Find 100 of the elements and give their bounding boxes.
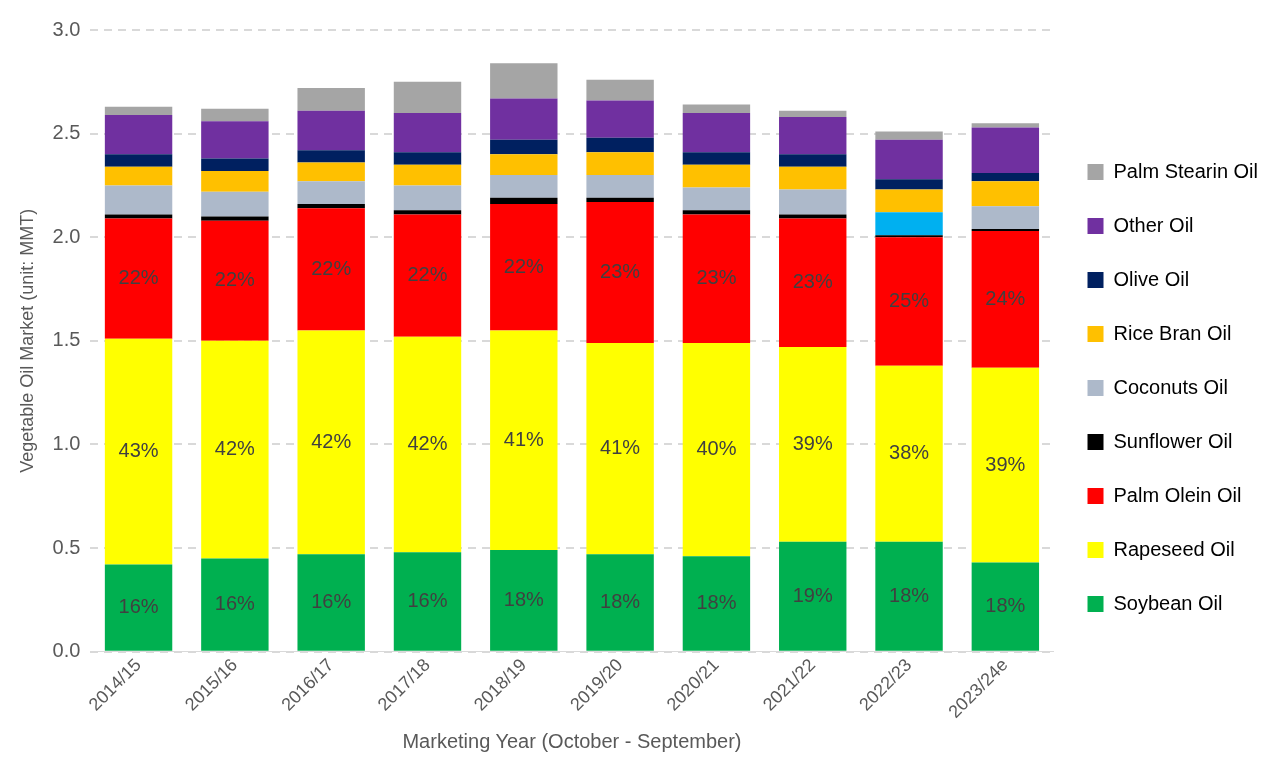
- annotation: 16%: [407, 588, 448, 611]
- bar: [297, 110, 365, 151]
- bar: [201, 340, 269, 559]
- bar: [490, 197, 558, 205]
- y-tick-label: 3.0: [52, 17, 81, 40]
- legend-label: Sunflower Oil: [1113, 429, 1233, 452]
- bar: [104, 185, 173, 215]
- legend-label: Palm Olein Oil: [1113, 483, 1242, 506]
- legend-label: Rapeseed Oil: [1113, 537, 1235, 560]
- x-axis-title: Marketing Year (October - September): [402, 729, 742, 752]
- bar: [297, 330, 365, 555]
- bar: [393, 185, 462, 211]
- y-tick-label: 0.0: [52, 639, 81, 662]
- legend-label: Soybean Oil: [1113, 591, 1223, 614]
- bar: [779, 154, 847, 167]
- bar: [297, 150, 365, 163]
- annotation: 42%: [214, 437, 256, 460]
- y-axis-title: Vegetable Oil Market (unit: MMT): [16, 208, 37, 473]
- bar: [682, 342, 751, 557]
- bar: [393, 164, 462, 186]
- bar: [104, 564, 173, 651]
- bar: [971, 172, 1040, 182]
- bar: [104, 154, 173, 167]
- bar: [586, 175, 654, 198]
- bar: [586, 137, 654, 153]
- bar: [875, 189, 943, 213]
- bar: [104, 214, 173, 219]
- annotation: 38%: [889, 441, 930, 464]
- legend-label: Coconuts Oil: [1113, 375, 1229, 398]
- annotation: 40%: [696, 437, 737, 460]
- bar: [104, 338, 173, 565]
- bar: [875, 212, 943, 236]
- bar: [297, 554, 365, 651]
- legend-label: Olive Oil: [1113, 267, 1190, 290]
- y-tick-label: 2.5: [52, 121, 81, 144]
- bar: [875, 235, 943, 238]
- annotation: 43%: [118, 439, 159, 462]
- annotation: 23%: [696, 266, 737, 289]
- bar: [490, 139, 558, 155]
- bar: [779, 347, 847, 542]
- legend-label: Rice Bran Oil: [1113, 321, 1232, 344]
- annotation: 39%: [792, 431, 833, 454]
- bar: [490, 330, 558, 551]
- annotation: 19%: [792, 583, 833, 606]
- bar: [201, 170, 269, 192]
- annotation: 16%: [118, 595, 159, 618]
- annotation: 41%: [600, 436, 641, 459]
- bar: [297, 181, 365, 205]
- bar: [971, 367, 1040, 563]
- annotation: 18%: [600, 589, 641, 612]
- bar: [779, 214, 847, 219]
- bar: [779, 218, 847, 348]
- bar: [586, 79, 654, 101]
- bar: [586, 100, 654, 138]
- bar: [490, 98, 558, 140]
- annotation: 18%: [889, 583, 930, 606]
- bar: [490, 550, 558, 651]
- bar: [682, 210, 751, 215]
- bar: [393, 112, 462, 153]
- annotation: 18%: [503, 587, 545, 610]
- bar: [971, 123, 1040, 128]
- bar: [393, 210, 462, 215]
- bar: [104, 114, 173, 155]
- bar: [682, 112, 751, 153]
- bar: [297, 208, 365, 331]
- bar: [393, 336, 462, 553]
- annotation: 25%: [889, 288, 930, 311]
- bar: [971, 206, 1040, 229]
- bar: [201, 220, 269, 341]
- bar: [104, 106, 173, 115]
- legend-label: Palm Stearin Oil: [1113, 159, 1259, 182]
- annotation: 22%: [118, 266, 159, 289]
- annotation: 23%: [792, 270, 833, 293]
- bar: [971, 562, 1040, 651]
- bar: [201, 558, 269, 651]
- bar: [875, 237, 943, 366]
- bar: [779, 189, 847, 215]
- bar: [682, 164, 751, 188]
- bar: [779, 117, 847, 155]
- bar: [779, 166, 847, 190]
- bar: [586, 152, 654, 176]
- annotation: 16%: [311, 589, 352, 612]
- bar: [682, 152, 751, 165]
- bar: [297, 204, 365, 209]
- bar: [779, 110, 847, 118]
- bar: [201, 191, 269, 217]
- bar: [971, 228, 1040, 231]
- bar: [586, 201, 654, 343]
- bar: [971, 231, 1040, 368]
- bar: [104, 166, 173, 186]
- legend-label: Other Oil: [1113, 213, 1194, 236]
- annotation: 24%: [985, 286, 1026, 309]
- bar: [971, 127, 1040, 173]
- annotation: 22%: [407, 263, 448, 286]
- bar: [682, 556, 751, 651]
- bar: [682, 214, 751, 343]
- bar: [201, 158, 269, 171]
- bar: [490, 175, 558, 198]
- bar: [201, 108, 269, 122]
- bar: [875, 179, 943, 190]
